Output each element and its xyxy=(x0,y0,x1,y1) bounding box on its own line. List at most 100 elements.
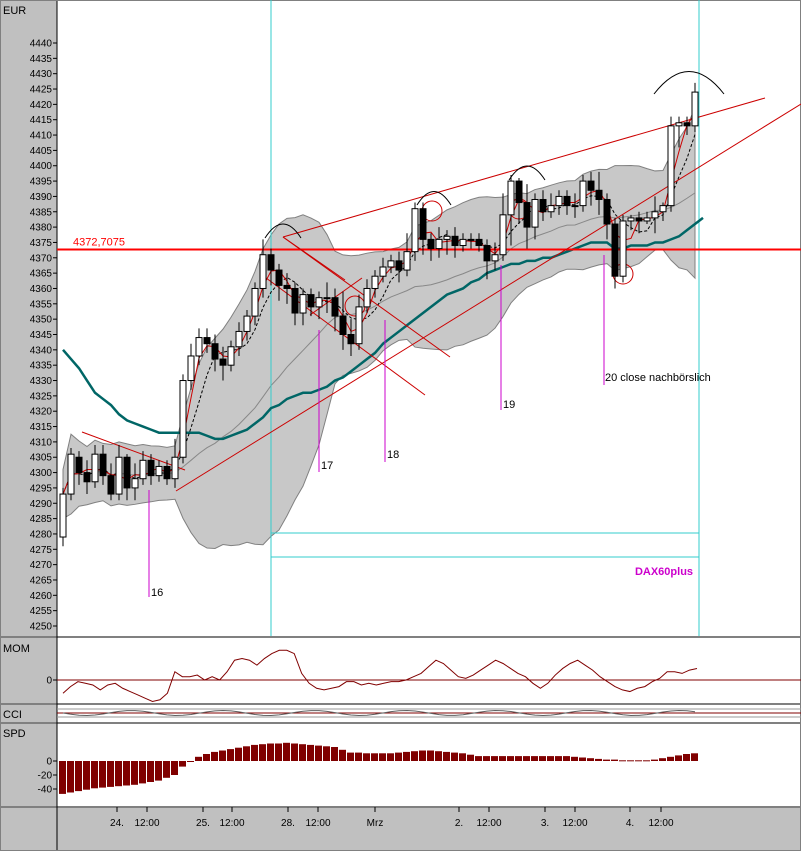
bottom-axis-panel xyxy=(0,807,801,851)
candle xyxy=(179,374,187,464)
trend-line xyxy=(282,236,346,281)
candle xyxy=(203,328,211,353)
spd-bar xyxy=(67,761,74,793)
candle xyxy=(155,460,163,482)
candle xyxy=(667,116,675,212)
spd-bar xyxy=(227,749,234,761)
candle xyxy=(507,174,515,246)
spd-bar xyxy=(635,760,642,762)
candle xyxy=(259,239,267,298)
candle xyxy=(579,174,587,212)
candle-up xyxy=(691,91,699,127)
candle xyxy=(299,288,307,326)
candle xyxy=(571,193,579,218)
price-ytick-label: 4375 xyxy=(30,238,53,249)
x-tick-label: 3. xyxy=(541,818,549,829)
candle xyxy=(267,248,275,286)
candle xyxy=(395,251,403,283)
spd-bar xyxy=(515,756,522,761)
spd-bar xyxy=(483,756,490,761)
candle xyxy=(139,451,147,485)
x-axis: 24. 12:00 25. 12:00 28. 12:00 Mrz 2. 12:00 3. 12:0… xyxy=(110,807,674,829)
price-ytick-label: 4365 xyxy=(30,269,53,280)
spd-bar xyxy=(603,759,610,761)
moving-average-short xyxy=(62,134,696,495)
annotation-label: 19 xyxy=(503,399,515,411)
spd-bar xyxy=(387,753,394,761)
candle-up xyxy=(227,346,235,366)
candle-up xyxy=(651,211,659,219)
spd-bar xyxy=(75,761,82,792)
candle xyxy=(355,294,363,350)
candle-down xyxy=(275,269,283,286)
candle xyxy=(619,214,627,283)
spd-bar xyxy=(267,743,274,761)
candle-up xyxy=(507,180,515,216)
price-ytick-label: 4340 xyxy=(30,345,53,356)
candle-down xyxy=(395,260,403,271)
candle xyxy=(115,444,123,501)
candle xyxy=(547,193,555,218)
spd-bar xyxy=(203,754,210,761)
spd-bar xyxy=(507,756,514,761)
candle xyxy=(635,211,643,234)
spd-ytick-label: -40 xyxy=(38,785,53,796)
spd-bar xyxy=(107,761,114,787)
price-ytick-label: 4410 xyxy=(30,131,53,142)
candle xyxy=(67,448,75,501)
spd-bar xyxy=(363,753,370,761)
candle-up xyxy=(643,217,651,222)
candle xyxy=(435,227,443,258)
candle-down xyxy=(107,475,115,495)
candle xyxy=(419,202,427,255)
top-arc xyxy=(416,191,452,206)
spd-bar xyxy=(83,761,90,790)
price-ytick-label: 4310 xyxy=(30,437,53,448)
spd-bar xyxy=(307,744,314,761)
price-ytick-label: 4420 xyxy=(30,100,53,111)
left-axis-panel xyxy=(0,0,57,851)
candle-up xyxy=(299,294,307,314)
price-ytick-label: 4285 xyxy=(30,514,53,525)
candle-up xyxy=(363,287,371,308)
candle-up xyxy=(403,251,411,271)
candle xyxy=(331,288,339,332)
price-ytick-label: 4305 xyxy=(30,453,53,464)
spd-bar xyxy=(339,749,346,761)
candle-up xyxy=(627,217,635,222)
candle xyxy=(163,460,171,485)
price-ytick-label: 4295 xyxy=(30,483,53,494)
price-ytick-label: 4250 xyxy=(30,622,53,633)
spd-bar xyxy=(459,753,466,761)
candle xyxy=(683,116,691,136)
candle-down xyxy=(603,198,611,225)
candle xyxy=(323,282,331,314)
spd-bar xyxy=(499,756,506,761)
spd-bar xyxy=(347,752,354,761)
price-ytick-label: 4355 xyxy=(30,299,53,310)
candle xyxy=(379,257,387,283)
candle xyxy=(131,463,139,501)
candle-down xyxy=(451,235,459,247)
candle-down xyxy=(483,245,491,262)
price-ytick-label: 4290 xyxy=(30,499,53,510)
candle-down xyxy=(163,465,171,480)
spd-bar xyxy=(547,756,554,761)
horizontal-level-label: 4372,7075 xyxy=(73,237,125,249)
spd-bar xyxy=(243,746,250,761)
spd-bar xyxy=(491,756,498,761)
candle-up xyxy=(571,205,579,208)
spd-bar xyxy=(299,744,306,761)
spd-bar xyxy=(683,754,690,761)
price-ytick-label: 4260 xyxy=(30,591,53,602)
price-ytick-label: 4315 xyxy=(30,422,53,433)
x-tick-label: 2. xyxy=(455,818,463,829)
candle xyxy=(411,202,419,261)
spd-bar xyxy=(587,758,594,761)
candle-up xyxy=(379,266,387,277)
price-ytick-label: 4405 xyxy=(30,146,53,157)
candle xyxy=(611,217,619,289)
candle xyxy=(291,282,299,326)
candle-up xyxy=(187,355,195,382)
